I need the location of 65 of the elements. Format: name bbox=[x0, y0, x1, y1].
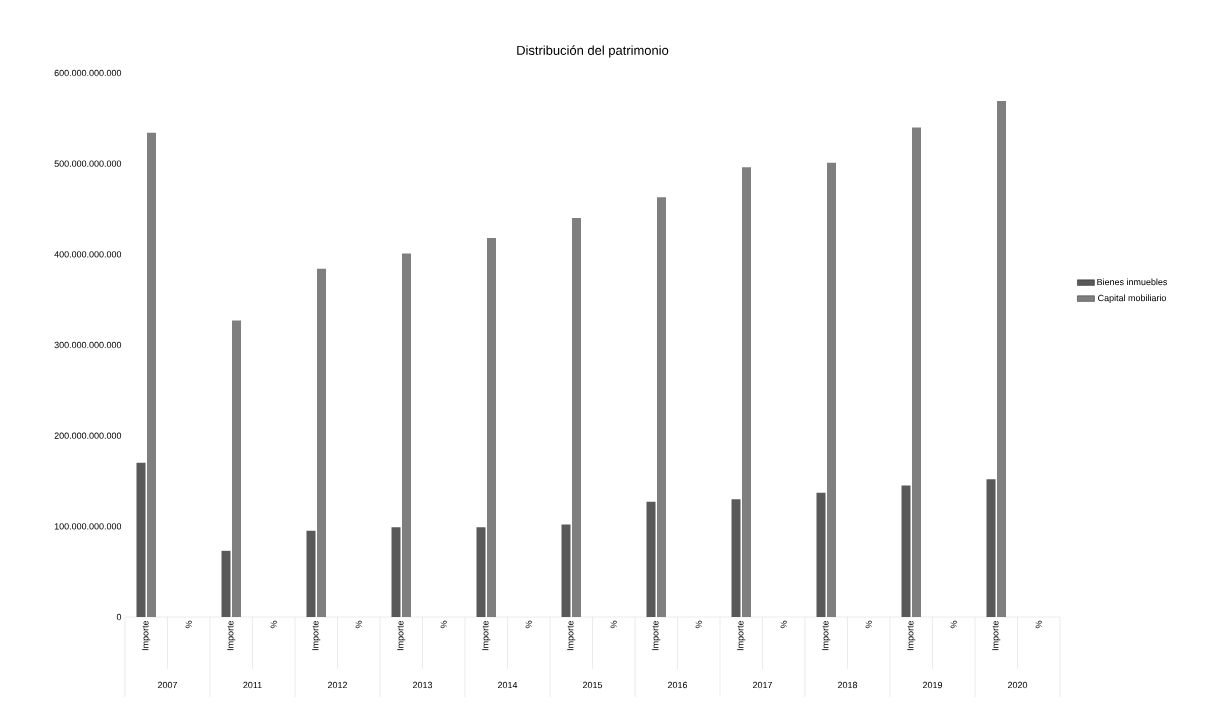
x-tick-label: Importe bbox=[737, 620, 746, 651]
bar bbox=[232, 320, 241, 617]
x-tick-label: Importe bbox=[312, 620, 321, 651]
bar bbox=[317, 268, 326, 617]
x-tick-label: % bbox=[185, 620, 192, 629]
text: 2016 bbox=[667, 681, 688, 689]
text: 2018 bbox=[837, 681, 858, 689]
x-tick-label: % bbox=[270, 620, 277, 629]
chart-title: Distribución del patrimonio bbox=[517, 45, 669, 58]
x-tick-label: Importe bbox=[822, 620, 831, 651]
y-tick-label: 500.000.000.000 bbox=[54, 160, 122, 167]
x-tick-label: % bbox=[525, 620, 532, 629]
x-tick-label: % bbox=[695, 620, 702, 629]
bar bbox=[912, 127, 922, 617]
text: 2013 bbox=[412, 681, 433, 689]
y-tick-label: 400.000.000.000 bbox=[54, 251, 122, 258]
legend-label: Bienes inmuebles bbox=[1097, 278, 1168, 286]
x-tick-label: % bbox=[780, 620, 787, 629]
text: 2011 bbox=[243, 681, 262, 689]
x-tick-label: % bbox=[950, 620, 957, 629]
bar bbox=[476, 527, 486, 617]
bar bbox=[402, 253, 411, 617]
x-tick-label: Importe bbox=[907, 620, 916, 651]
y-tick-label: 100.000.000.000 bbox=[54, 523, 122, 530]
bar bbox=[561, 524, 571, 617]
text: 2012 bbox=[327, 681, 348, 689]
bar bbox=[487, 238, 496, 617]
y-tick-label: 0 bbox=[116, 613, 122, 621]
text: 2015 bbox=[582, 681, 603, 689]
legend-label: Capital mobiliario bbox=[1098, 294, 1166, 303]
bar bbox=[136, 462, 146, 617]
bar bbox=[901, 485, 911, 617]
x-tick-label: Importe bbox=[397, 620, 406, 651]
bar bbox=[742, 167, 752, 617]
bar bbox=[646, 501, 656, 617]
bar bbox=[816, 492, 826, 617]
y-tick-label: 300.000.000.000 bbox=[54, 341, 122, 349]
x-tick-label: % bbox=[610, 620, 617, 629]
bar bbox=[657, 197, 667, 617]
x-tick-label: Importe bbox=[992, 620, 1001, 651]
x-tick-label: Importe bbox=[142, 620, 151, 651]
x-tick-label: Importe bbox=[482, 620, 491, 651]
bar bbox=[827, 162, 837, 617]
bar bbox=[572, 218, 582, 617]
y-tick-label: 200.000.000.000 bbox=[54, 432, 122, 439]
x-tick-label: % bbox=[355, 620, 362, 629]
x-tick-label: % bbox=[1035, 620, 1042, 629]
bar bbox=[306, 530, 316, 617]
text: 2020 bbox=[1007, 681, 1028, 689]
x-tick-label: Importe bbox=[567, 620, 576, 651]
x-tick-label: % bbox=[865, 620, 872, 629]
x-tick-label: % bbox=[440, 620, 447, 629]
bar bbox=[986, 479, 996, 617]
y-tick-label: 600.000.000.000 bbox=[54, 69, 122, 77]
x-tick-label: Importe bbox=[652, 620, 661, 651]
bar bbox=[731, 499, 741, 617]
bar bbox=[391, 527, 401, 617]
x-tick-label: Importe bbox=[227, 620, 236, 651]
text: 2007 bbox=[157, 681, 178, 689]
bar bbox=[221, 550, 231, 617]
text: 2019 bbox=[922, 681, 943, 689]
text: 2017 bbox=[752, 681, 773, 689]
bar bbox=[147, 132, 156, 617]
bar bbox=[997, 101, 1007, 617]
text: 2014 bbox=[497, 681, 518, 689]
